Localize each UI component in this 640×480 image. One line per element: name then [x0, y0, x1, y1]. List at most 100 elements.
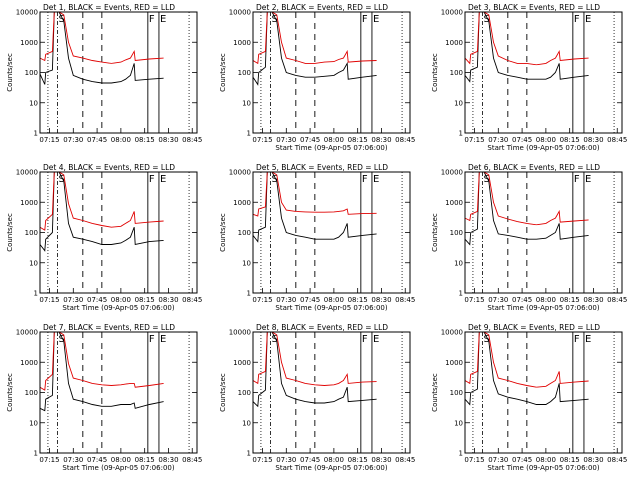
y-tick-label: 10 [242, 99, 251, 107]
events-series-line [40, 172, 164, 251]
lld-series-line [40, 12, 164, 63]
y-tick-label: 1 [459, 290, 463, 298]
x-axis-label: Start Time (09-Apr-05 07:06:00) [487, 304, 599, 312]
chart-panel: Det 8, BLACK = Events, RED = LLD S F E 1 10 10… [219, 323, 415, 472]
x-axis-label: Start Time (09-Apr-05 07:06:00) [275, 144, 387, 152]
lld-series-line [465, 12, 589, 65]
x-tick-label: 07:15 [464, 136, 484, 144]
x-tick-label: 07:45 [87, 296, 107, 304]
lld-series-line [40, 332, 164, 390]
y-tick-label: 1000 [20, 39, 38, 47]
chart-panel: Det 1, BLACK = Events, RED = LLD S F E 1 10 10… [6, 3, 202, 144]
events-series-line [465, 172, 589, 245]
x-tick-label: 08:30 [371, 456, 391, 464]
y-axis-label: Counts/sec [431, 53, 439, 92]
marker-label: S [58, 334, 64, 345]
x-tick-label: 08:45 [607, 136, 627, 144]
x-axis-label: Start Time (09-Apr-05 07:06:00) [487, 144, 599, 152]
lld-series-line [253, 172, 377, 216]
x-tick-label: 07:15 [252, 456, 272, 464]
x-tick-label: 07:45 [300, 296, 320, 304]
y-tick-label: 1000 [445, 39, 463, 47]
x-tick-label: 08:15 [348, 136, 368, 144]
chart-panel: Det 4, BLACK = Events, RED = LLD S F E 1 10 10… [6, 163, 202, 312]
plot-frame [252, 331, 411, 454]
y-tick-label: 10 [29, 99, 38, 107]
plot-frame [464, 11, 623, 134]
x-tick-label: 08:15 [348, 296, 368, 304]
events-series-line [40, 12, 164, 85]
x-tick-label: 08:30 [583, 296, 603, 304]
y-axis-label: Counts/sec [219, 53, 227, 92]
lld-series-line [465, 332, 589, 387]
x-axis-label: Start Time (09-Apr-05 07:06:00) [487, 464, 599, 472]
marker-label: S [483, 174, 489, 185]
y-tick-label: 100 [238, 229, 251, 237]
x-tick-label: 08:00 [111, 456, 131, 464]
x-tick-label: 08:45 [182, 136, 202, 144]
x-tick-label: 08:00 [111, 296, 131, 304]
x-tick-label: 08:15 [560, 456, 580, 464]
events-series-line [40, 332, 164, 411]
y-axis-label: Counts/sec [431, 373, 439, 412]
marker-label: E [585, 14, 591, 25]
y-tick-label: 1 [247, 290, 251, 298]
plot-frame [464, 171, 623, 294]
x-tick-label: 08:15 [560, 136, 580, 144]
x-tick-label: 08:30 [371, 296, 391, 304]
lld-series-line [465, 172, 589, 225]
y-tick-label: 1000 [233, 359, 251, 367]
x-axis-label: Start Time (09-Apr-05 07:06:00) [62, 464, 174, 472]
y-tick-label: 10 [454, 419, 463, 427]
x-tick-label: 07:30 [276, 456, 296, 464]
panel-title: Det 4, BLACK = Events, RED = LLD [43, 163, 175, 172]
y-axis-label: Counts/sec [6, 53, 14, 92]
marker-label: E [585, 174, 591, 185]
y-tick-label: 10 [29, 259, 38, 267]
y-tick-label: 10000 [16, 169, 38, 177]
x-tick-label: 07:45 [300, 456, 320, 464]
x-tick-label: 07:30 [63, 136, 83, 144]
marker-label: F [362, 14, 368, 25]
marker-label: S [271, 334, 277, 345]
events-series-line [253, 12, 377, 85]
panel-title: Det 3, BLACK = Events, RED = LLD [468, 3, 600, 12]
panel-title: Det 9, BLACK = Events, RED = LLD [468, 323, 600, 332]
x-tick-label: 07:45 [300, 136, 320, 144]
x-tick-label: 08:45 [607, 456, 627, 464]
y-tick-label: 1 [247, 450, 251, 458]
y-tick-label: 1 [459, 450, 463, 458]
y-tick-label: 10000 [16, 329, 38, 337]
x-tick-label: 07:30 [488, 456, 508, 464]
marker-label: F [574, 174, 580, 185]
marker-label: S [271, 174, 277, 185]
plot-frame [464, 331, 623, 454]
x-tick-label: 07:30 [488, 136, 508, 144]
x-tick-label: 08:30 [158, 136, 178, 144]
y-tick-label: 1000 [233, 39, 251, 47]
marker-label: S [58, 14, 64, 25]
x-tick-label: 07:15 [39, 456, 59, 464]
x-tick-label: 07:15 [39, 136, 59, 144]
x-tick-label: 08:45 [395, 136, 415, 144]
y-axis-label: Counts/sec [219, 213, 227, 252]
y-tick-label: 100 [25, 389, 38, 397]
x-tick-label: 08:15 [135, 136, 155, 144]
chart-panel: Det 6, BLACK = Events, RED = LLD S F E 1 10 10… [431, 163, 627, 312]
marker-label: S [58, 174, 64, 185]
chart-panel: Det 3, BLACK = Events, RED = LLD S F E 1 10 10… [431, 3, 627, 152]
x-tick-label: 07:15 [39, 296, 59, 304]
x-axis-label: Start Time (09-Apr-05 07:06:00) [62, 304, 174, 312]
marker-label: E [373, 14, 379, 25]
marker-label: F [149, 14, 155, 25]
y-axis-label: Counts/sec [431, 213, 439, 252]
y-tick-label: 10000 [441, 9, 463, 17]
y-tick-label: 100 [25, 229, 38, 237]
y-tick-label: 100 [238, 389, 251, 397]
lld-series-line [253, 332, 377, 386]
marker-label: E [160, 174, 166, 185]
panel-title: Det 6, BLACK = Events, RED = LLD [468, 163, 600, 172]
plot-frame [39, 11, 198, 134]
x-tick-label: 07:30 [488, 296, 508, 304]
y-axis-label: Counts/sec [219, 373, 227, 412]
